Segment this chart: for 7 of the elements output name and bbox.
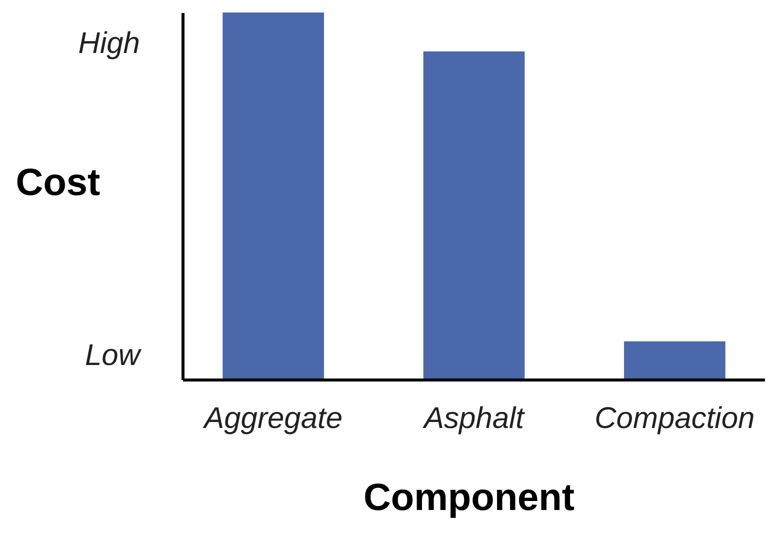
text: Low: [84, 338, 142, 372]
text: High: [78, 26, 140, 60]
x-tick-label: Asphalt: [422, 402, 526, 435]
x-tick-label: Aggregate: [202, 402, 343, 435]
x-axis-title: Component: [363, 477, 575, 519]
y-axis-title: Cost: [16, 162, 101, 204]
x-tick-label: Compaction: [594, 402, 755, 435]
